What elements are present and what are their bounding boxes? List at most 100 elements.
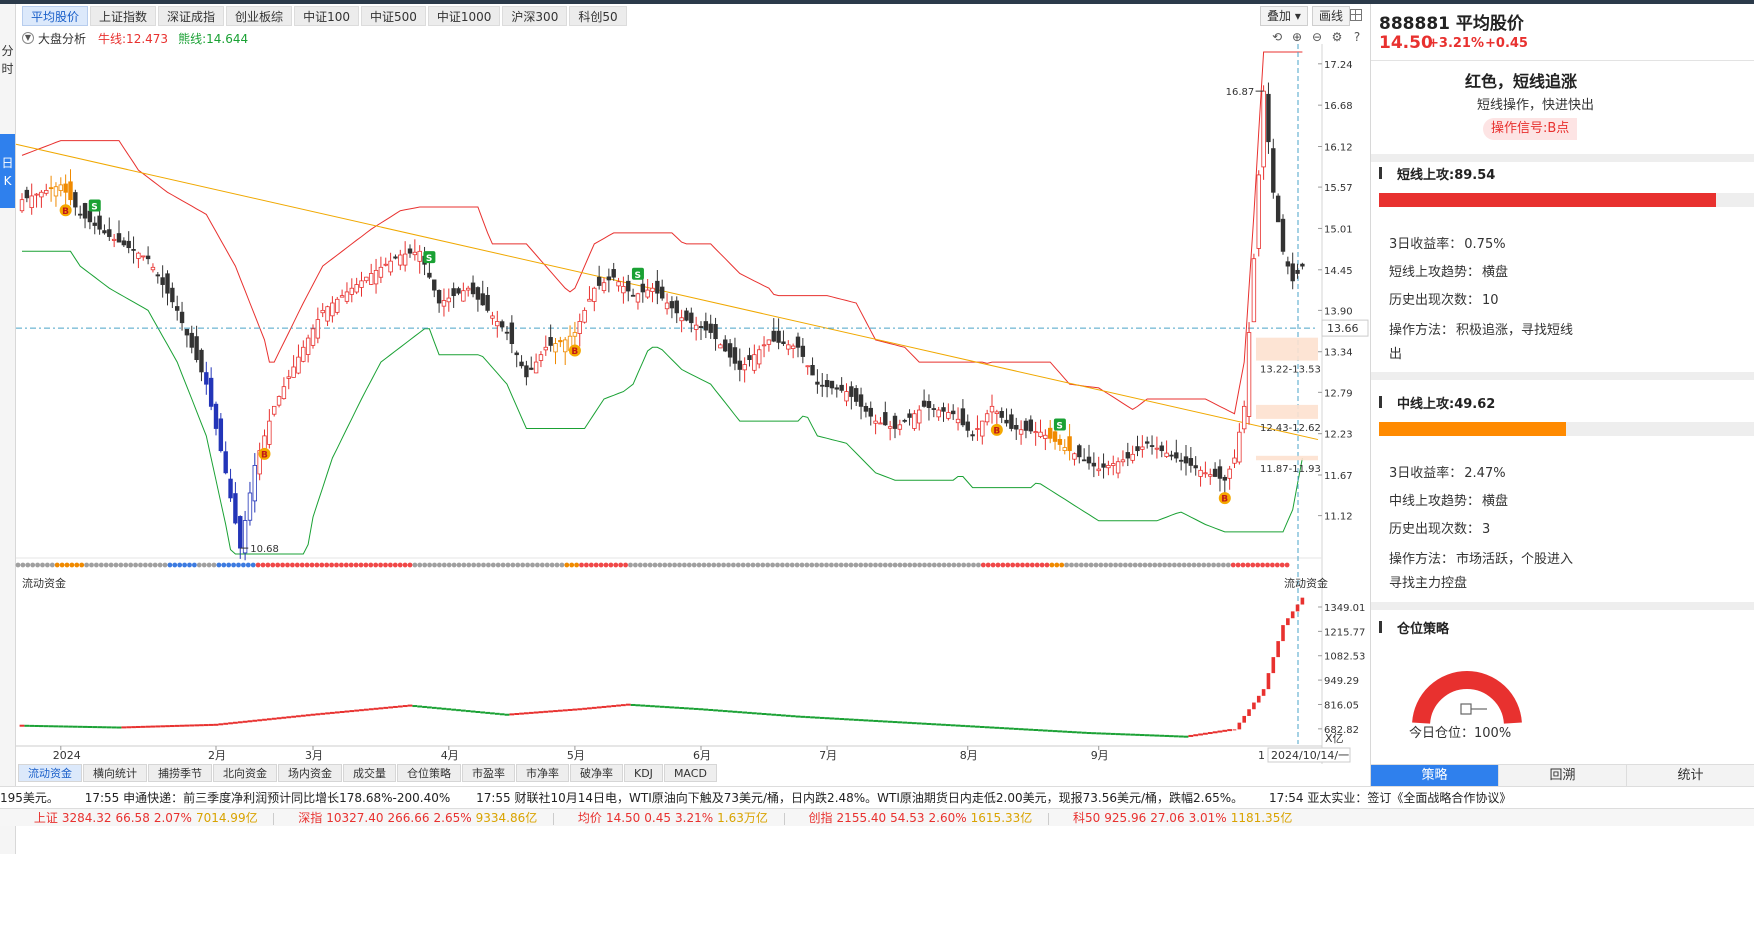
draw-line-button[interactable]: 画线	[1312, 6, 1351, 26]
btab-onfloor-funds[interactable]: 场内资金	[278, 764, 342, 782]
candle-body	[1266, 93, 1271, 143]
status-dot	[564, 562, 570, 568]
add-icon[interactable]: ⊕	[1291, 30, 1303, 44]
news-item[interactable]: 17:54 亚太实业：签订《全面战略合作协议》	[1268, 791, 1512, 805]
settings-icon[interactable]: ⚙	[1331, 30, 1343, 44]
tab-csi100[interactable]: 中证100	[294, 6, 359, 26]
candle-body	[577, 321, 582, 334]
tab-statistics[interactable]: 统计	[1627, 765, 1754, 786]
tab-average-price[interactable]: 平均股价	[22, 6, 89, 26]
mid-method-label: 操作方法：	[1389, 552, 1455, 567]
news-item[interactable]: 17:55 申通快递：前三季度净利润预计同比增长178.68%-200.40%	[84, 791, 451, 805]
signal-badge[interactable]: 操作信号:B点	[1483, 118, 1578, 140]
btab-northbound[interactable]: 北向资金	[213, 764, 277, 782]
btab-kdj[interactable]: KDJ	[624, 764, 663, 782]
quote-average[interactable]: 均价 14.50 0.45 3.21% 1.63万亿	[578, 809, 768, 826]
candle-body	[635, 293, 641, 303]
candle-body	[592, 287, 597, 302]
candle-body	[208, 377, 214, 407]
tab-csi500[interactable]: 中证500	[360, 6, 426, 26]
status-dot	[383, 562, 388, 568]
flow-step	[1207, 732, 1213, 735]
flow-step	[1047, 729, 1053, 732]
tab-strategy[interactable]: 策略	[1371, 765, 1499, 786]
candle-body	[684, 310, 689, 321]
status-dot	[598, 562, 604, 568]
btab-volume[interactable]: 成交量	[343, 764, 396, 782]
flow-step	[397, 705, 403, 708]
tab-shanghai-index[interactable]: 上证指数	[90, 6, 157, 26]
candle-body	[417, 250, 422, 262]
short-count-value: 10	[1482, 293, 1499, 308]
short-trend: 短线上攻趋势： 横盘	[1389, 261, 1508, 280]
flow-step	[805, 716, 811, 719]
date-cursor-tag	[1267, 747, 1351, 763]
daily-k-tab[interactable]: 日K	[0, 134, 15, 208]
candle-body	[174, 306, 180, 311]
tab-backtest[interactable]: 回溯	[1499, 765, 1627, 786]
collapse-icon[interactable]: ▼	[22, 32, 34, 44]
btab-flow-funds[interactable]: 流动资金	[18, 764, 82, 782]
flow-step	[1033, 729, 1039, 732]
tab-star50[interactable]: 科创50	[569, 6, 627, 26]
quote-shenzhen[interactable]: 深指 10327.40 266.66 2.65% 9334.86亿	[298, 809, 537, 826]
flow-step	[562, 709, 568, 712]
minus-icon[interactable]: ⊖	[1311, 30, 1323, 44]
tab-csi300[interactable]: 沪深300	[502, 6, 568, 26]
candle-body	[436, 290, 442, 304]
indicator-name[interactable]: 大盘分析	[38, 31, 87, 46]
btab-pb[interactable]: 市净率	[516, 764, 569, 782]
refresh-icon[interactable]: ⟲	[1271, 30, 1283, 44]
flow-step	[286, 716, 292, 719]
candle-body	[247, 492, 253, 521]
candle-body	[630, 294, 636, 297]
status-dot	[304, 562, 310, 568]
candle-body	[398, 254, 403, 266]
flow-step	[247, 720, 253, 723]
tab-shenzhen-index[interactable]: 深证成指	[158, 6, 225, 26]
news-item[interactable]: 17:55 财联社10月14日电，WTI原油向下触及73美元/桶，日内跌2.48…	[476, 791, 1244, 805]
status-dot	[584, 562, 589, 568]
quote-star50[interactable]: 科50 925.96 27.06 3.01% 1181.35亿	[1073, 809, 1292, 826]
candle-body	[1193, 465, 1198, 469]
candle-body	[24, 189, 30, 199]
candle-body	[679, 317, 684, 322]
flow-bar	[1271, 657, 1276, 674]
status-dot	[471, 562, 477, 568]
flow-step	[494, 712, 500, 715]
candle-body	[495, 321, 500, 327]
btab-below-book[interactable]: 破净率	[570, 764, 623, 782]
flow-panel-title: 流动资金	[22, 576, 66, 590]
quote-chinext[interactable]: 创指 2155.40 54.53 2.60% 1615.33亿	[809, 809, 1033, 826]
flow-step	[766, 713, 772, 716]
status-dot	[1103, 562, 1109, 568]
candle-body	[955, 418, 961, 424]
candlestick-chart[interactable]: 13.22-13.53 12.43-12.62 11.87-11.93 16.87 1…	[0, 44, 1370, 764]
news-ticker[interactable]: 195美元。 17:55 申通快递：前三季度净利润预计同比增长178.68%-2…	[0, 786, 1754, 808]
btab-fishing-season[interactable]: 捕捞季节	[148, 764, 212, 782]
quote-shanghai[interactable]: 上证 3284.32 66.58 2.07% 7014.99亿	[34, 809, 258, 826]
overlay-dropdown-button[interactable]: 叠加 ▾	[1260, 6, 1308, 26]
flow-step	[727, 710, 733, 713]
flow-bar	[1237, 722, 1242, 730]
candle-body	[533, 361, 539, 374]
status-dot	[1074, 562, 1079, 568]
btab-macd[interactable]: MACD	[663, 764, 717, 782]
news-item[interactable]: 195美元。	[0, 791, 59, 805]
help-icon[interactable]: ?	[1353, 30, 1361, 44]
flow-step	[989, 726, 995, 729]
status-dot	[554, 562, 560, 568]
status-dot	[192, 562, 197, 568]
current-price-tag	[1321, 319, 1369, 337]
btab-position[interactable]: 仓位策略	[397, 764, 461, 782]
tab-csi1000[interactable]: 中证1000	[427, 6, 501, 26]
flow-step	[528, 711, 534, 714]
status-dot	[1255, 562, 1261, 568]
flow-bar	[1276, 641, 1280, 658]
status-dot	[388, 562, 393, 568]
grid-icon[interactable]	[1350, 9, 1362, 21]
btab-pe[interactable]: 市盈率	[462, 764, 515, 782]
tab-chinext[interactable]: 创业板综	[226, 6, 293, 26]
btab-horizontal-stats[interactable]: 横向统计	[83, 764, 147, 782]
minute-chart-tab[interactable]: 分时	[1, 44, 14, 76]
